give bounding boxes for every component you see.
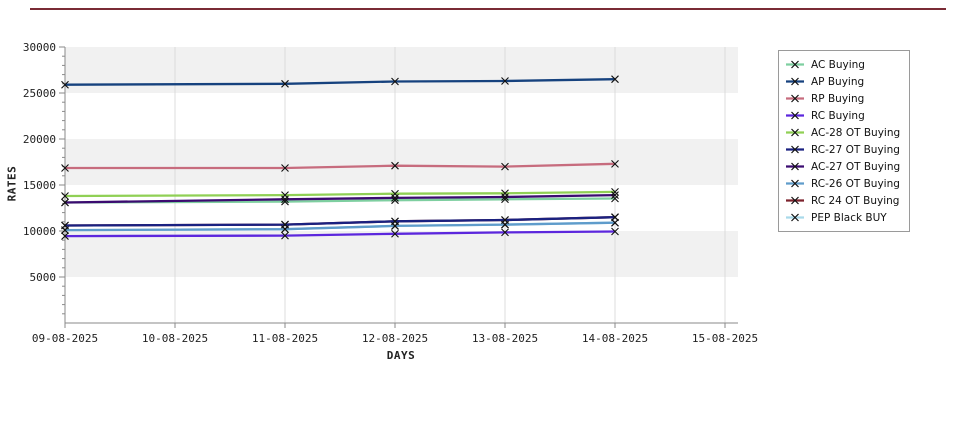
- data-point-marker: [501, 189, 509, 198]
- legend-label: AC-28 OT Buying: [811, 126, 901, 139]
- data-point-marker: [611, 159, 619, 168]
- data-point-marker: [611, 213, 619, 222]
- legend-item-rc-27-ot-buying: RC-27 OT Buying: [785, 141, 900, 158]
- data-point-marker: [61, 164, 69, 172]
- data-point-marker: [281, 197, 289, 206]
- band: [65, 231, 738, 277]
- legend-label: AC-27 OT Buying: [811, 160, 901, 173]
- x-tick-label: 11-08-2025: [252, 332, 318, 345]
- legend-item-ac-28-ot-buying: AC-28 OT Buying: [785, 124, 900, 141]
- legend-item-ac-buying: AC Buying: [785, 56, 900, 73]
- y-tick-label: 30000: [23, 41, 56, 54]
- chart-legend: AC Buying AP Buying RP Buying RC Buying AC-2…: [778, 50, 911, 232]
- legend-marker-icon: [785, 127, 805, 138]
- legend-item-rc-26-ot-buying: RC-26 OT Buying: [785, 175, 900, 192]
- legend-item-ac-27-ot-buying: AC-27 OT Buying: [785, 158, 900, 175]
- data-point-marker: [611, 191, 619, 200]
- data-point-marker: [501, 228, 509, 237]
- data-point-marker: [61, 198, 69, 207]
- legend-marker-icon: [785, 178, 805, 189]
- data-point-marker: [391, 77, 399, 86]
- data-point-marker: [281, 195, 289, 204]
- y-tick-label: 25000: [23, 87, 56, 100]
- y-tick-label: 5000: [30, 271, 57, 284]
- legend-item-rc-24-ot-buying: RC 24 OT Buying: [785, 192, 900, 209]
- band: [65, 47, 738, 93]
- data-point-marker: [501, 77, 509, 85]
- x-axis-title: DAYS: [386, 349, 416, 362]
- y-tick-label: 15000: [23, 179, 56, 192]
- legend-marker-icon: [785, 212, 805, 223]
- data-point-marker: [281, 225, 289, 234]
- x-tick-label: 09-08-2025: [32, 332, 98, 345]
- data-point-marker: [391, 193, 399, 202]
- legend-label: AP Buying: [811, 75, 865, 88]
- x-tick-label: 15-08-2025: [692, 332, 758, 345]
- data-point-marker: [391, 229, 399, 238]
- data-point-marker: [391, 161, 399, 170]
- legend-label: RC-27 OT Buying: [811, 143, 900, 156]
- legend-marker-icon: [785, 93, 805, 104]
- legend-item-ap-buying: AP Buying: [785, 73, 900, 90]
- data-point-marker: [61, 226, 69, 234]
- legend-label: RC-26 OT Buying: [811, 177, 900, 190]
- legend-marker-icon: [785, 161, 805, 172]
- legend-label: PEP Black BUY: [811, 211, 887, 224]
- data-point-marker: [281, 164, 289, 172]
- legend-marker-icon: [785, 144, 805, 155]
- data-point-marker: [501, 193, 509, 201]
- legend-label: AC Buying: [811, 58, 865, 71]
- data-point-marker: [501, 162, 509, 171]
- legend-label: RC Buying: [811, 109, 865, 122]
- legend-label: RC 24 OT Buying: [811, 194, 900, 207]
- data-point-marker: [61, 192, 69, 200]
- data-point-marker: [61, 80, 69, 89]
- legend-marker-icon: [785, 110, 805, 121]
- data-point-marker: [611, 218, 619, 227]
- data-point-marker: [611, 194, 619, 203]
- legend-label: RP Buying: [811, 92, 865, 105]
- legend-marker-icon: [785, 195, 805, 206]
- legend-item-rc-buying: RC Buying: [785, 107, 900, 124]
- legend-marker-icon: [785, 59, 805, 70]
- data-point-marker: [611, 188, 619, 196]
- x-tick-label: 14-08-2025: [582, 332, 648, 345]
- data-point-marker: [611, 75, 619, 84]
- x-tick-label: 10-08-2025: [142, 332, 208, 345]
- band: [65, 139, 738, 185]
- data-point-marker: [501, 195, 509, 204]
- data-point-marker: [391, 196, 399, 205]
- data-point-marker: [611, 227, 619, 236]
- data-point-marker: [281, 79, 289, 88]
- x-tick-label: 13-08-2025: [472, 332, 538, 345]
- x-tick-label: 12-08-2025: [362, 332, 428, 345]
- data-point-marker: [61, 232, 69, 240]
- data-point-marker: [281, 231, 289, 240]
- legend-item-pep-black-buy: PEP Black BUY: [785, 209, 900, 226]
- data-point-marker: [391, 222, 399, 230]
- y-axis-title: RATES: [5, 165, 19, 202]
- y-tick-label: 10000: [23, 225, 56, 238]
- legend-marker-icon: [785, 76, 805, 87]
- panel-top-border: [30, 8, 946, 10]
- data-point-marker: [501, 220, 509, 229]
- y-tick-label: 20000: [23, 133, 56, 146]
- legend-item-rp-buying: RP Buying: [785, 90, 900, 107]
